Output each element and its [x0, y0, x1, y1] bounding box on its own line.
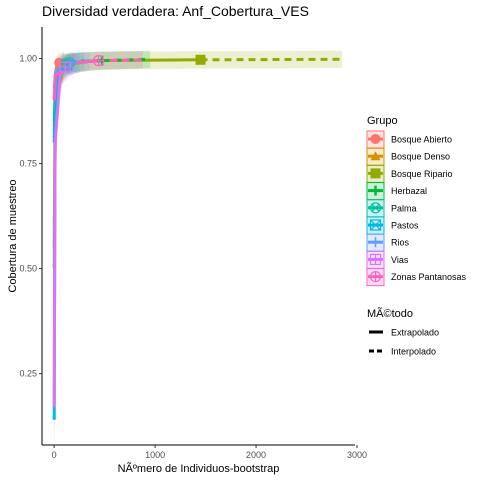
legend-key-shape — [370, 185, 381, 196]
curve-extrapolado-zonas-pantanosas — [98, 58, 144, 63]
legend-method-interpolado: Interpolado — [369, 347, 436, 357]
y-tick-label: 0.75 — [19, 159, 37, 169]
legend-title-grupo: Grupo — [367, 115, 398, 127]
curve-interpolado-vias — [52, 66, 67, 408]
observed-point-rios — [66, 57, 77, 68]
legend-label: Bosque Ripario — [391, 169, 453, 179]
legend-key-shape — [369, 271, 382, 283]
legend-item-vias: Vias — [366, 250, 409, 269]
legend-method-label: Extrapolado — [391, 328, 439, 338]
legend-key-shape — [370, 134, 381, 144]
x-axis-title: NÃºmero de Individuos-bootstrap — [118, 462, 280, 475]
legend-item-herbazal: Herbazal — [366, 182, 427, 201]
plot-inner — [52, 50, 342, 445]
x-tick-label: 1000 — [145, 450, 165, 460]
x-tick-label: 0 — [52, 450, 57, 460]
legend-item-bosque-abierto: Bosque Abierto — [366, 130, 452, 149]
legend-label: Rios — [391, 238, 410, 248]
y-tick-label: 1.00 — [19, 54, 37, 64]
x-tick-label: 2000 — [246, 450, 266, 460]
legend-item-pastos: Pastos — [366, 216, 419, 235]
chart-title: Diversidad verdadera: Anf_Cobertura_VES — [42, 3, 309, 19]
legend-key-shape — [369, 253, 382, 265]
legend-key-shape — [370, 237, 381, 248]
axes: 0 1000 2000 3000 0.25 0.50 0.75 1.00 NÃºmero de … — [7, 27, 367, 475]
legend-item-bosque-ripario: Bosque Ripario — [366, 164, 453, 183]
legend-label: Palma — [391, 203, 417, 213]
curve-interpolado-bosque-ripario — [52, 58, 201, 269]
plot-area — [52, 50, 342, 445]
y-tick-label: 0.25 — [19, 369, 37, 379]
legend-key-shape — [369, 202, 382, 214]
confidence-band-bosque-ripario — [54, 50, 342, 351]
confidence-band-zonas-pantanosas — [54, 51, 144, 124]
legend-item-rios: Rios — [366, 233, 410, 252]
legend-item-zonas-pantanosas: Zonas Pantanosas — [366, 268, 467, 287]
legend: Grupo Bosque Abierto Bosque Denso Bosque Ri… — [366, 115, 467, 357]
curve-extrapolado-herbazal — [102, 57, 151, 63]
legend-label: Herbazal — [391, 186, 427, 196]
legend-key-shape — [370, 151, 381, 161]
x-tick-label: 3000 — [347, 450, 367, 460]
legend-key-shape — [369, 219, 382, 231]
legend-label: Vias — [391, 255, 409, 265]
legend-method-extrapolado: Extrapolado — [369, 328, 439, 338]
legend-method-label: Interpolado — [391, 347, 436, 357]
observed-point-vias — [59, 61, 71, 73]
legend-item-bosque-denso: Bosque Denso — [366, 147, 450, 166]
y-tick-label: 0.50 — [19, 264, 37, 274]
legend-label: Zonas Pantanosas — [391, 272, 467, 282]
legend-label: Pastos — [391, 221, 419, 231]
legend-key-shape — [370, 168, 381, 179]
legend-label: Bosque Abierto — [391, 135, 452, 145]
y-axis-title: Cobertura de muestreo — [7, 179, 19, 292]
legend-label: Bosque Denso — [391, 152, 450, 162]
observed-point-zonas-pantanosas — [92, 55, 105, 67]
legend-item-palma: Palma — [366, 199, 417, 218]
legend-title-metodo: MÃ©todo — [367, 307, 413, 320]
observed-point-bosque-ripario — [195, 54, 206, 65]
confidence-band-palma — [54, 51, 85, 181]
